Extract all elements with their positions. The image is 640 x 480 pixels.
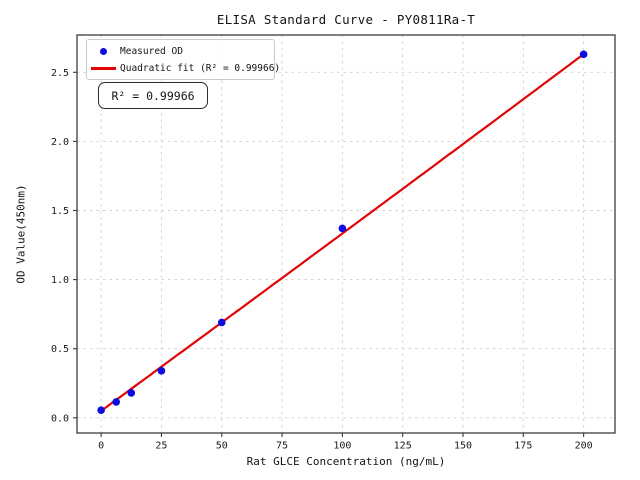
legend-marker-cell: [87, 48, 120, 55]
y-tick-label: 1.5: [51, 206, 69, 217]
y-tick-label: 0.0: [51, 413, 69, 424]
y-axis-label: OD Value(450nm): [14, 184, 28, 284]
y-tick-label: 2.0: [51, 137, 69, 148]
x-tick-label: 200: [575, 441, 593, 452]
x-tick-label: 75: [276, 441, 288, 452]
r-squared-annotation: R² = 0.99966: [98, 82, 208, 109]
scatter-marker-icon: [100, 48, 107, 55]
x-tick-label: 150: [454, 441, 472, 452]
x-tick-label: 50: [216, 441, 228, 452]
legend: Measured OD Quadratic fit (R² = 0.99966): [86, 39, 280, 80]
x-tick-label: 125: [394, 441, 412, 452]
legend-marker-cell: [87, 67, 120, 70]
x-tick-label: 0: [98, 441, 104, 452]
data-point: [338, 224, 347, 233]
chart-title: ELISA Standard Curve - PY0811Ra-T: [216, 12, 476, 27]
legend-label-measured-od: Measured OD: [120, 46, 183, 57]
y-tick-label: 2.5: [51, 68, 69, 79]
legend-label-quadratic-fit: Quadratic fit (R² = 0.99966): [120, 63, 281, 74]
legend-item-measured-od: Measured OD: [87, 43, 274, 60]
x-axis-label: Rat GLCE Concentration (ng/mL): [246, 455, 446, 468]
x-tick-label: 100: [333, 441, 351, 452]
data-point: [217, 318, 226, 327]
x-tick-label: 25: [155, 441, 167, 452]
data-point: [112, 398, 121, 406]
data-point: [97, 406, 105, 414]
data-point: [157, 367, 166, 375]
legend-item-quadratic-fit: Quadratic fit (R² = 0.99966): [87, 60, 280, 77]
data-point: [579, 50, 588, 59]
data-point: [127, 389, 136, 397]
line-marker-icon: [91, 67, 116, 70]
y-tick-label: 0.5: [51, 344, 69, 355]
x-tick-label: 175: [514, 441, 532, 452]
y-tick-label: 1.0: [51, 275, 69, 286]
plot-border: [76, 34, 616, 434]
fit-line: [100, 53, 585, 412]
